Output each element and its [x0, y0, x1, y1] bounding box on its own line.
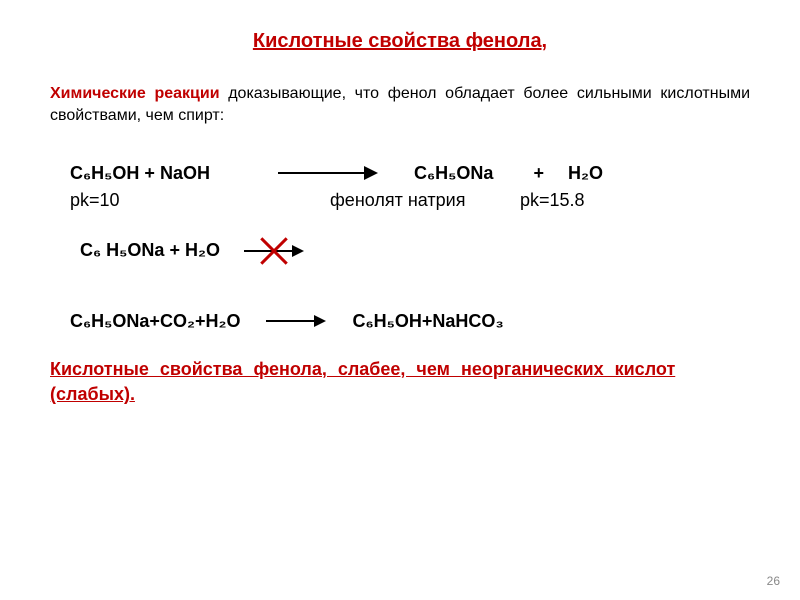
subtitle-text: Химические реакции доказывающие, что фен…: [50, 83, 750, 128]
page-title: Кислотные свойства фенола,: [50, 30, 750, 53]
reaction1-rhs1: C₆H₅ONa: [414, 163, 493, 184]
page-number: 26: [767, 574, 780, 588]
arrow-icon: [266, 311, 326, 331]
reaction1-plus: +: [533, 163, 544, 184]
reaction-2: C₆ H₅ONa + H₂O: [80, 236, 750, 266]
reaction1-rhs2: H₂O: [568, 163, 603, 184]
reaction3-lhs: C₆H₅ONa+CO₂+H₂O: [70, 311, 240, 332]
reaction2-lhs: C₆ H₅ONa + H₂O: [80, 240, 220, 261]
reaction1-pk-left: pk=10: [70, 190, 330, 211]
reaction1-product-label: фенолят натрия: [330, 190, 520, 211]
arrow-icon: [278, 163, 378, 183]
reaction-3: C₆H₅ONa+CO₂+H₂O C₆H₅OH+NaHCO₃: [70, 311, 750, 332]
crossed-arrow-icon: [244, 236, 304, 266]
subtitle-lead: Химические реакции: [50, 85, 220, 102]
conclusion-text: Кислотные свойства фенола, слабее, чем н…: [50, 357, 750, 407]
reaction1-lhs: C₆H₅OH + NaOH: [70, 163, 270, 184]
reaction3-rhs: C₆H₅OH+NaHCO₃: [352, 311, 503, 332]
reaction-1: C₆H₅OH + NaOH C₆H₅ONa + H₂O pk=10 феноля…: [70, 163, 750, 211]
reaction1-pk-right: pk=15.8: [520, 190, 585, 211]
